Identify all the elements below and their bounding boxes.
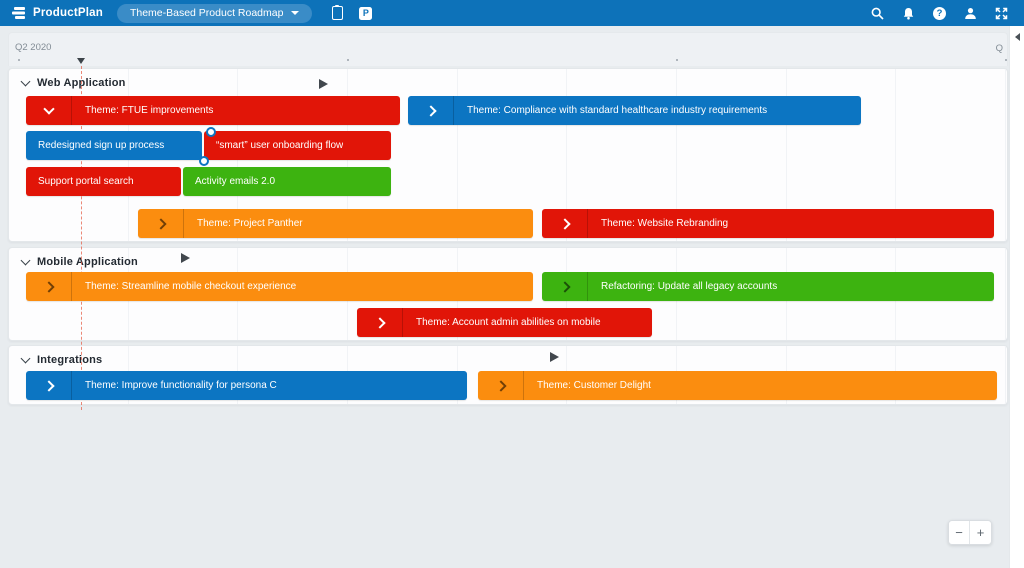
lane-label: Mobile Application: [37, 256, 138, 268]
caret-down-icon: [291, 11, 300, 15]
bar-expand-chevron-icon[interactable]: [357, 308, 403, 337]
account-icon[interactable]: [964, 7, 977, 20]
month-gridline: [895, 69, 896, 241]
bar-label: Activity emails 2.0: [195, 176, 276, 187]
bar-label: Redesigned sign up process: [38, 140, 165, 151]
month-gridline: [457, 69, 458, 241]
lane-header: Integrations: [9, 346, 1007, 368]
quarter-tick-dot: [18, 59, 20, 61]
month-gridline: [786, 69, 787, 241]
lane-collapse-chevron-icon[interactable]: [20, 353, 31, 364]
bar-label: Theme: Streamline mobile checkout experi…: [85, 281, 297, 292]
lane-web-application: Web Application Theme: FTUE improvements T…: [8, 68, 1008, 242]
quarter-label: Q2 2020: [15, 42, 52, 53]
lane-mobile-application: Mobile Application Theme: Streamline mobi…: [8, 247, 1008, 341]
bar-label: Theme: Project Panther: [197, 218, 303, 229]
productplan-logo[interactable]: ProductPlan: [12, 6, 103, 20]
zoom-out-button[interactable]: −: [949, 521, 970, 544]
bar-label: Support portal search: [38, 176, 134, 187]
bar-label: Theme: Improve functionality for persona…: [85, 380, 277, 391]
p-badge-icon[interactable]: P: [359, 6, 373, 20]
lane-header: Mobile Application: [9, 248, 1007, 270]
top-bar: ProductPlan Theme-Based Product Roadmap …: [0, 0, 1024, 26]
milestone-marker-icon[interactable]: [319, 79, 328, 89]
next-quarter-label: Q: [995, 43, 1003, 54]
roadmap-bar[interactable]: Theme: Streamline mobile checkout experi…: [26, 272, 533, 301]
quarter-tick-dot: [1005, 59, 1007, 61]
roadmap-bar[interactable]: Theme: Improve functionality for persona…: [26, 371, 467, 400]
bar-label: Theme: Website Rebranding: [601, 218, 729, 229]
lane-label: Integrations: [37, 354, 103, 366]
month-gridline: [566, 69, 567, 241]
zoom-controls: − +: [948, 520, 992, 545]
today-marker-icon[interactable]: [77, 58, 85, 64]
today-line: [81, 66, 82, 410]
roadmap-bar[interactable]: Theme: Project Panther: [138, 209, 533, 238]
help-icon[interactable]: ?: [933, 6, 946, 20]
lane-header: Web Application: [9, 69, 1007, 91]
quarter-tick-dot: [347, 59, 349, 61]
month-gridline: [1005, 248, 1006, 340]
bar-label: “smart” user onboarding flow: [216, 140, 344, 151]
side-panel-collapsed[interactable]: [1009, 26, 1024, 568]
lane-collapse-chevron-icon[interactable]: [20, 255, 31, 266]
month-gridline: [1005, 69, 1006, 241]
bar-label: Refactoring: Update all legacy accounts: [601, 281, 778, 292]
search-icon[interactable]: [871, 7, 884, 20]
bar-label: Theme: Compliance with standard healthca…: [467, 105, 768, 116]
milestone-marker-icon[interactable]: [181, 253, 190, 263]
panel-expand-arrow-icon[interactable]: [1014, 33, 1020, 41]
roadmap-bar[interactable]: Theme: FTUE improvements: [26, 96, 400, 125]
expand-icon[interactable]: [995, 7, 1008, 20]
month-gridline: [676, 69, 677, 241]
clipboard-icon[interactable]: [332, 4, 344, 20]
lane-collapse-chevron-icon[interactable]: [20, 76, 31, 87]
roadmap-bar[interactable]: Theme: Customer Delight: [478, 371, 997, 400]
notifications-icon[interactable]: [902, 7, 915, 20]
dependency-connector-icon[interactable]: [206, 127, 216, 137]
bar-label: Theme: Customer Delight: [537, 380, 651, 391]
lane-integrations: Integrations Theme: Improve functionality…: [8, 345, 1008, 405]
roadmap-title: Theme-Based Product Roadmap: [129, 7, 284, 19]
roadmap-bar[interactable]: Theme: Account admin abilities on mobile: [357, 308, 652, 337]
roadmap-bar[interactable]: Activity emails 2.0: [183, 167, 391, 196]
bar-label: Theme: Account admin abilities on mobile: [416, 317, 601, 328]
bar-expand-chevron-icon[interactable]: [138, 209, 184, 238]
bar-expand-chevron-icon[interactable]: [478, 371, 524, 400]
zoom-in-button[interactable]: +: [970, 521, 991, 544]
bar-expand-chevron-icon[interactable]: [408, 96, 454, 125]
roadmap-selector[interactable]: Theme-Based Product Roadmap: [116, 3, 313, 23]
bar-expand-chevron-icon[interactable]: [26, 371, 72, 400]
roadmap-bar[interactable]: Theme: Website Rebranding: [542, 209, 994, 238]
productplan-logo-icon: [12, 6, 27, 20]
roadmap-bar[interactable]: Redesigned sign up process: [26, 131, 202, 160]
bar-expand-chevron-icon[interactable]: [542, 209, 588, 238]
roadmap-bar[interactable]: Support portal search: [26, 167, 181, 196]
bar-expand-chevron-icon[interactable]: [26, 96, 72, 125]
quarter-tick-dot: [676, 59, 678, 61]
timeline-header: Q2 2020 Q: [8, 32, 1008, 66]
month-gridline: [1005, 346, 1006, 404]
bar-label: Theme: FTUE improvements: [85, 105, 214, 116]
bar-expand-chevron-icon[interactable]: [542, 272, 588, 301]
bar-expand-chevron-icon[interactable]: [26, 272, 72, 301]
milestone-marker-icon[interactable]: [550, 352, 559, 362]
roadmap-bar[interactable]: Theme: Compliance with standard healthca…: [408, 96, 861, 125]
roadmap-bar[interactable]: “smart” user onboarding flow: [204, 131, 391, 160]
dependency-connector-icon[interactable]: [199, 156, 209, 166]
roadmap-bar[interactable]: Refactoring: Update all legacy accounts: [542, 272, 994, 301]
brand-name: ProductPlan: [33, 7, 103, 19]
